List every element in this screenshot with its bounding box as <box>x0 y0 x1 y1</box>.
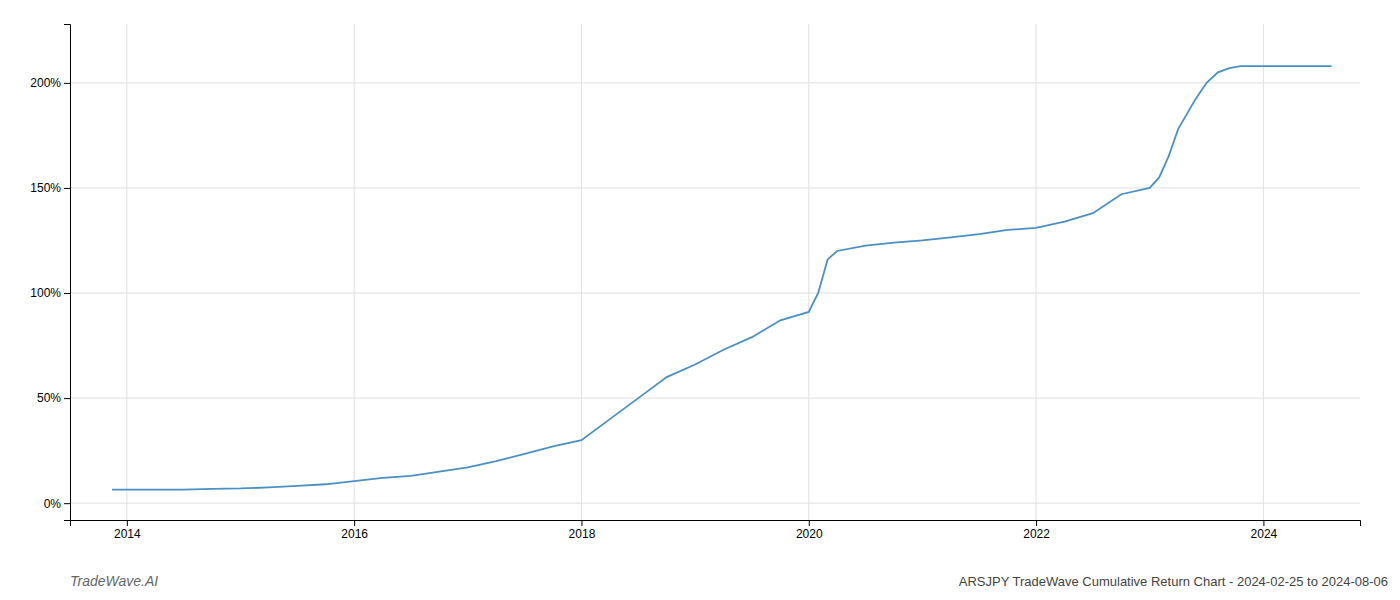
x-axis-tick-label: 2018 <box>569 527 596 541</box>
grid-line-x <box>354 24 355 520</box>
grid-line-y <box>70 187 1360 188</box>
line <box>112 66 1332 489</box>
x-axis-tick: 2016 <box>341 520 368 541</box>
y-axis-tick-label: 200% <box>30 76 61 90</box>
y-axis-tick: 50% <box>37 391 70 405</box>
x-axis-tick: 2024 <box>1251 520 1278 541</box>
x-axis-tick-mark <box>581 520 582 526</box>
grid-line-y <box>70 503 1360 504</box>
y-axis-tick-mark <box>64 398 70 399</box>
plot-area <box>112 66 1332 489</box>
title: ARSJPY TradeWave Cumulative Return Chart… <box>959 574 1388 589</box>
x-axis-tick-mark <box>809 520 810 526</box>
y-axis-tick-label: 0% <box>44 497 62 511</box>
y-axis-tick-mark <box>64 293 70 294</box>
grid-line-x <box>808 24 809 520</box>
x-axis-tick-mark <box>1036 520 1037 526</box>
y-axis-tick: 200% <box>30 76 70 90</box>
grid-line-x <box>126 24 127 520</box>
x-axis-tick-label: 2014 <box>114 527 141 541</box>
chart: 2014 2016 2018 2020 2022 2024 0% 50% 100% 150% 200… <box>0 0 1400 600</box>
y-axis-tick-label: 50% <box>37 391 61 405</box>
x-axis-tick-label: 2016 <box>341 527 368 541</box>
grid-line-x <box>581 24 582 520</box>
y-axis-tick-label: 150% <box>30 181 61 195</box>
x-axis-tick: 2020 <box>796 520 823 541</box>
y-axis-tick: 0% <box>44 497 70 511</box>
x-axis: 2014 2016 2018 2020 2022 2024 <box>71 520 1361 541</box>
y-axis-tick: 150% <box>30 181 70 195</box>
grid-line-y <box>70 82 1360 83</box>
y-axis-tick-mark <box>64 503 70 504</box>
y-axis: 0% 50% 100% 150% 200% <box>30 25 70 521</box>
y-axis-tick: 100% <box>30 286 70 300</box>
x-axis-tick: 2014 <box>114 520 141 541</box>
watermark: TradeWave.AI <box>70 573 158 589</box>
y-axis-tick-mark <box>64 188 70 189</box>
x-axis-line <box>71 521 1361 527</box>
grid-line-x <box>1036 24 1037 520</box>
x-axis-tick-mark <box>127 520 128 526</box>
x-axis-tick-mark <box>354 520 355 526</box>
y-axis-tick-label: 100% <box>30 286 61 300</box>
x-axis-tick: 2018 <box>569 520 596 541</box>
x-axis-tick: 2022 <box>1023 520 1050 541</box>
grid-line-y <box>70 293 1360 294</box>
x-axis-tick-mark <box>1263 520 1264 526</box>
x-axis-tick-label: 2020 <box>796 527 823 541</box>
y-axis-line <box>64 25 71 521</box>
x-axis-tick-label: 2022 <box>1023 527 1050 541</box>
grid <box>70 24 1360 520</box>
x-axis-tick-label: 2024 <box>1251 527 1278 541</box>
grid-line-x <box>1263 24 1264 520</box>
grid-line-y <box>70 398 1360 399</box>
y-axis-tick-mark <box>64 83 70 84</box>
